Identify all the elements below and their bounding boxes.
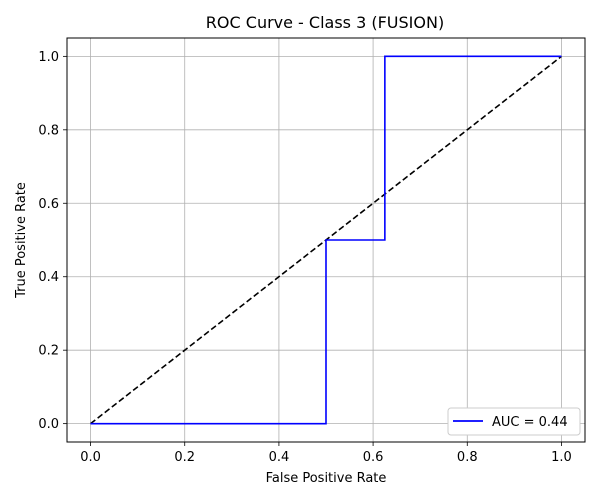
y-tick-label: 0.8	[38, 123, 59, 138]
x-tick-label: 0.6	[363, 450, 384, 465]
plot-frame	[66, 37, 586, 443]
y-tick-label: 0.6	[38, 197, 59, 212]
axis-ticks: 0.0 0.2 0.4 0.6 0.8 1.0 0.0 0.2 0.4 0.6 0.8 1.0	[38, 50, 571, 465]
y-tick-label: 1.0	[38, 50, 59, 65]
plot-series	[90, 55, 562, 425]
x-axis-label: False Positive Rate	[266, 471, 387, 486]
y-axis-label: True Positive Rate	[14, 182, 29, 299]
y-tick-label: 0.0	[38, 417, 59, 432]
grid	[67, 38, 585, 442]
x-tick-label: 0.2	[174, 450, 195, 465]
x-tick-label: 0.0	[80, 450, 101, 465]
roc-curve-line	[90, 55, 562, 425]
y-tick-label: 0.4	[38, 270, 59, 285]
legend: AUC = 0.44	[447, 407, 581, 436]
legend-label: AUC = 0.44	[492, 415, 568, 430]
x-tick-label: 0.8	[457, 450, 478, 465]
legend-box	[447, 407, 581, 436]
x-tick-label: 0.4	[269, 450, 290, 465]
x-tick-label: 1.0	[551, 450, 572, 465]
y-tick-label: 0.2	[38, 344, 59, 359]
chart-title: ROC Curve - Class 3 (FUSION)	[206, 13, 444, 32]
